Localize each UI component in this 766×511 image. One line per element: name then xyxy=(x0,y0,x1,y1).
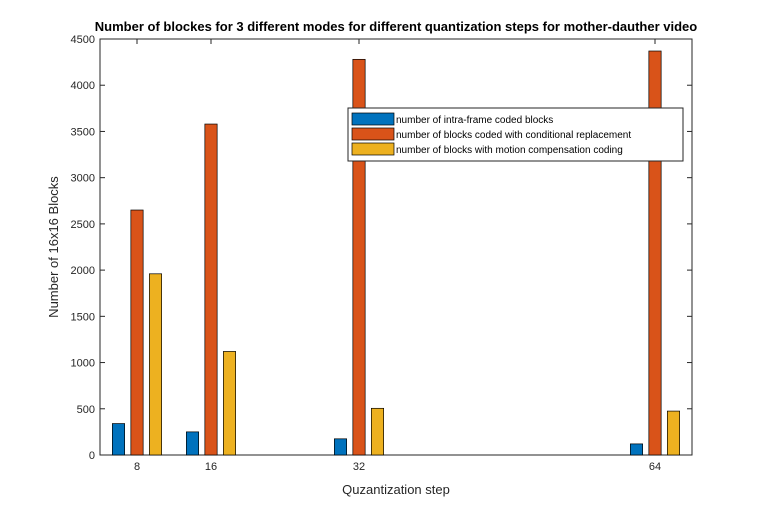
legend-label-2: number of blocks coded with conditional … xyxy=(396,130,631,141)
bar-series-3-16 xyxy=(223,351,237,456)
legend-swatch-2 xyxy=(351,127,395,141)
y-axis-label: Number of 16x16 Blocks xyxy=(46,176,61,318)
legend-label-1: number of intra-frame coded blocks xyxy=(396,115,553,126)
bar-series-3-64 xyxy=(666,410,680,456)
y-tick-label: 2500 xyxy=(71,219,95,231)
bar-series-3-32 xyxy=(371,407,385,456)
bar-series-1-8 xyxy=(111,423,125,456)
y-tick-label: 3500 xyxy=(71,126,95,138)
bar-series-1-32 xyxy=(334,438,348,456)
y-tick-label: 4000 xyxy=(71,80,95,92)
x-tick-label: 16 xyxy=(205,461,217,473)
axes-box xyxy=(99,38,693,456)
y-tick-label: 1500 xyxy=(71,311,95,323)
x-tick-label: 8 xyxy=(134,461,140,473)
y-tick-label: 3000 xyxy=(71,173,95,185)
bar-series-3-8 xyxy=(149,273,163,456)
x-tick-label: 64 xyxy=(649,461,661,473)
bar-series-1-16 xyxy=(186,431,200,456)
legend-swatch-3 xyxy=(351,142,395,156)
bar-series-1-64 xyxy=(629,443,643,456)
bar-series-2-16 xyxy=(204,123,218,456)
legend-label-3: number of blocks with motion compensatio… xyxy=(396,145,623,156)
x-tick-label: 32 xyxy=(353,461,365,473)
chart-title: Number of blockes for 3 different modes … xyxy=(95,19,697,34)
plot-area: 0 500 1000 1500 2000 2500 3000 3500 4000 4500 8 16 3… xyxy=(71,34,693,473)
bar-series-2-8 xyxy=(130,209,144,456)
y-tick-label: 0 xyxy=(89,450,95,462)
y-tick-label: 4500 xyxy=(71,34,95,46)
x-axis-label: Quzantization step xyxy=(342,482,450,497)
y-tick-label: 2000 xyxy=(71,265,95,277)
y-tick-label: 1000 xyxy=(71,358,95,370)
legend-swatch-1 xyxy=(351,112,395,126)
legend-box xyxy=(347,107,684,162)
y-tick-label: 500 xyxy=(77,404,95,416)
